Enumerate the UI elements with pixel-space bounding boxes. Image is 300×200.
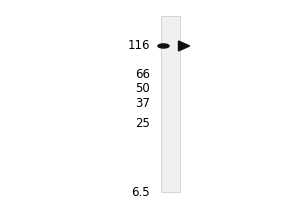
Text: 66: 66	[135, 68, 150, 81]
Text: 6.5: 6.5	[131, 186, 150, 199]
Ellipse shape	[157, 43, 170, 49]
Text: 37: 37	[135, 97, 150, 110]
Text: 25: 25	[135, 117, 150, 130]
Polygon shape	[178, 41, 190, 51]
Text: 116: 116	[128, 39, 150, 52]
Bar	[160, 16, 180, 192]
Text: 50: 50	[135, 82, 150, 95]
